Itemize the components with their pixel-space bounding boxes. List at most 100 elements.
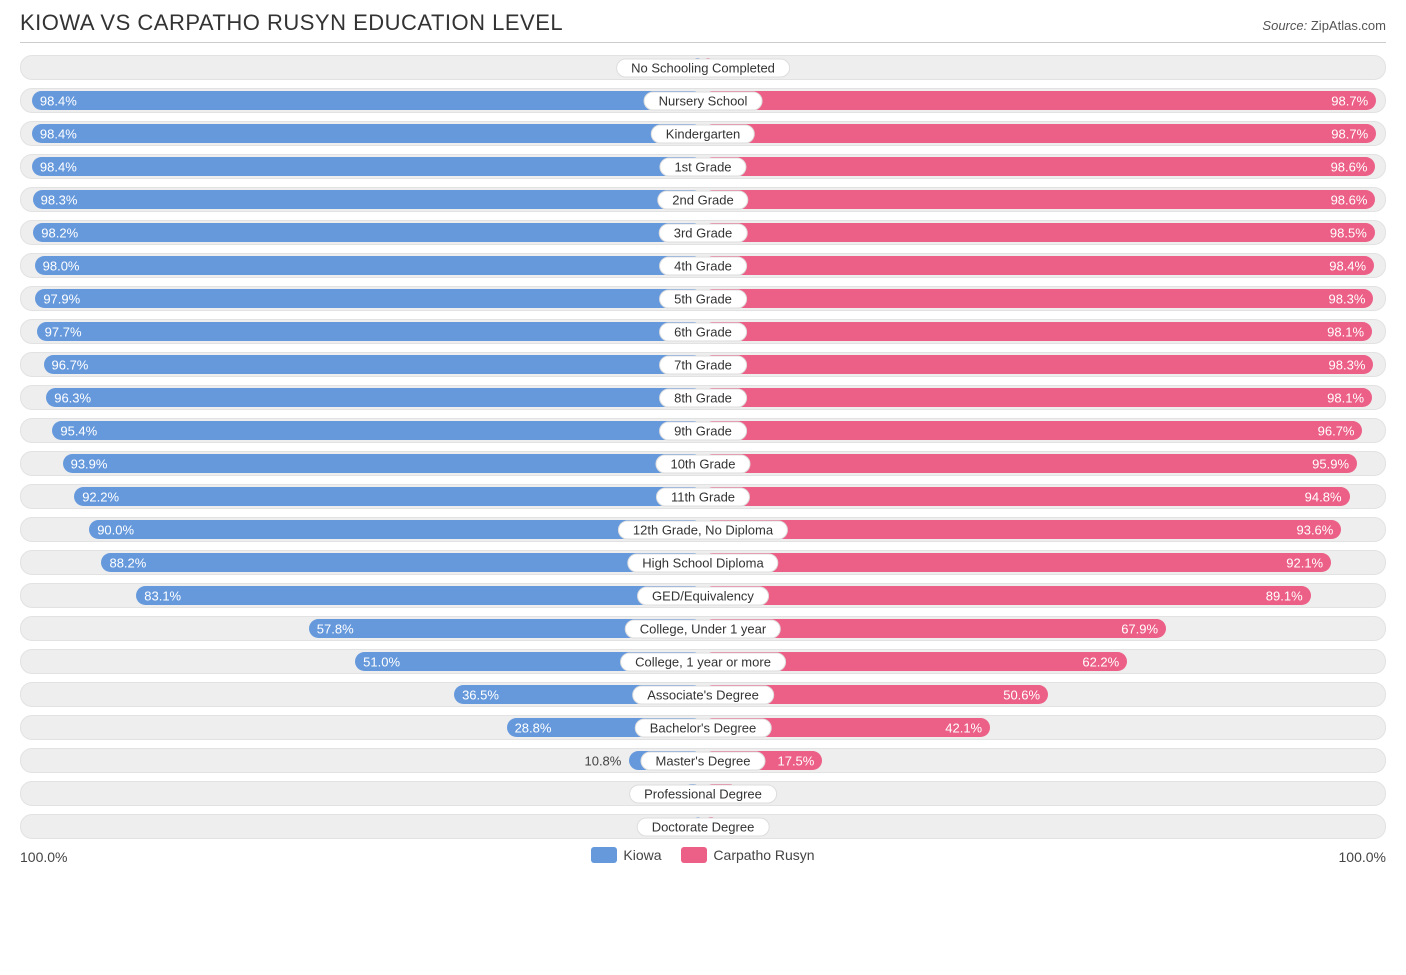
- category-label: Master's Degree: [641, 751, 766, 770]
- value-right: 98.3%: [1329, 357, 1374, 372]
- value-left: 36.5%: [454, 687, 499, 702]
- value-left: 51.0%: [355, 654, 400, 669]
- bar-right: [703, 586, 1311, 605]
- chart-row: 51.0%62.2%College, 1 year or more: [20, 649, 1386, 674]
- chart-row: 93.9%95.9%10th Grade: [20, 451, 1386, 476]
- bar-left: [46, 388, 703, 407]
- bar-right: [703, 322, 1372, 341]
- chart-row: 96.7% 98.3% 7th Grade: [20, 352, 1386, 377]
- value-right: 98.4%: [1329, 258, 1374, 273]
- bar-left: [35, 289, 703, 308]
- bar-right: [703, 487, 1350, 506]
- chart-row: 97.9% 98.3% 5th Grade: [20, 286, 1386, 311]
- bar-left: [32, 157, 703, 176]
- legend-carpatho-rusyn-label: Carpatho Rusyn: [713, 847, 814, 863]
- swatch-kiowa: [591, 847, 617, 863]
- value-right: 92.1%: [1286, 555, 1331, 570]
- chart-footer: 100.0% Kiowa Carpatho Rusyn 100.0%: [20, 847, 1386, 866]
- value-left: 96.7%: [44, 357, 89, 372]
- value-left: 96.3%: [46, 390, 91, 405]
- value-left: 97.9%: [35, 291, 80, 306]
- chart-row: 90.0%93.6%12th Grade, No Diploma: [20, 517, 1386, 542]
- chart-row: 3.1%5.3%Professional Degree: [20, 781, 1386, 806]
- value-right: 98.6%: [1331, 159, 1376, 174]
- chart-row: 1.6%1.4%No Schooling Completed: [20, 55, 1386, 80]
- value-left: 97.7%: [37, 324, 82, 339]
- value-right: 67.9%: [1121, 621, 1166, 636]
- value-left: 28.8%: [507, 720, 552, 735]
- chart-row: 95.4%96.7%9th Grade: [20, 418, 1386, 443]
- category-label: No Schooling Completed: [616, 58, 790, 77]
- bar-left: [32, 124, 703, 143]
- category-label: College, 1 year or more: [620, 652, 786, 671]
- chart-row: 98.4%98.6%1st Grade: [20, 154, 1386, 179]
- value-left: 90.0%: [89, 522, 134, 537]
- value-left: 98.2%: [33, 225, 78, 240]
- bar-right: [703, 520, 1341, 539]
- source-name: ZipAtlas.com: [1311, 18, 1386, 33]
- value-right: 98.3%: [1329, 291, 1374, 306]
- value-left: 98.4%: [32, 126, 77, 141]
- axis-left-label: 100.0%: [20, 849, 67, 865]
- chart-row: 10.8%17.5%Master's Degree: [20, 748, 1386, 773]
- value-left: 98.4%: [32, 159, 77, 174]
- legend-carpatho-rusyn: Carpatho Rusyn: [681, 847, 814, 863]
- value-right: 93.6%: [1296, 522, 1341, 537]
- bar-right: [703, 289, 1373, 308]
- diverging-bar-chart: 1.6%1.4%No Schooling Completed 98.4% 98.7%…: [20, 55, 1386, 839]
- category-label: College, Under 1 year: [625, 619, 781, 638]
- bar-left: [35, 256, 703, 275]
- value-left: 98.3%: [33, 192, 78, 207]
- category-label: 11th Grade: [656, 487, 750, 506]
- category-label: Bachelor's Degree: [635, 718, 772, 737]
- category-label: 9th Grade: [659, 421, 747, 440]
- value-left: 92.2%: [74, 489, 119, 504]
- bar-left: [37, 322, 703, 341]
- value-right: 98.7%: [1331, 93, 1376, 108]
- bar-left: [101, 553, 703, 572]
- legend-kiowa: Kiowa: [591, 847, 661, 863]
- value-right: 89.1%: [1266, 588, 1311, 603]
- bar-left: [44, 355, 703, 374]
- chart-source: Source: ZipAtlas.com: [1262, 18, 1386, 33]
- chart-row: 92.2% 94.8% 11th Grade: [20, 484, 1386, 509]
- bar-right: [703, 553, 1331, 572]
- bar-left: [136, 586, 703, 605]
- legend-kiowa-label: Kiowa: [623, 847, 661, 863]
- bar-left: [74, 487, 703, 506]
- source-prefix: Source:: [1262, 18, 1307, 33]
- chart-row: 98.2%98.5%3rd Grade: [20, 220, 1386, 245]
- category-label: 10th Grade: [655, 454, 750, 473]
- chart-legend: Kiowa Carpatho Rusyn: [67, 847, 1338, 866]
- bar-left: [52, 421, 703, 440]
- chart-header: KIOWA VS CARPATHO RUSYN EDUCATION LEVEL …: [20, 10, 1386, 43]
- chart-row: 98.4%98.7%Nursery School: [20, 88, 1386, 113]
- category-label: 4th Grade: [659, 256, 747, 275]
- axis-right-label: 100.0%: [1339, 849, 1386, 865]
- chart-row: 57.8% 67.9% College, Under 1 year: [20, 616, 1386, 641]
- value-right: 94.8%: [1305, 489, 1350, 504]
- bar-right: [703, 124, 1376, 143]
- bar-left: [89, 520, 703, 539]
- value-right: 42.1%: [945, 720, 990, 735]
- value-left: 93.9%: [63, 456, 108, 471]
- bar-right: [703, 388, 1372, 407]
- bar-right: [703, 355, 1373, 374]
- chart-row: 98.0% 98.4% 4th Grade: [20, 253, 1386, 278]
- bar-right: [703, 91, 1376, 110]
- value-left: 98.0%: [35, 258, 80, 273]
- value-left: 57.8%: [309, 621, 354, 636]
- value-left: 98.4%: [32, 93, 77, 108]
- bar-left: [32, 91, 703, 110]
- bar-right: [703, 223, 1375, 242]
- category-label: 5th Grade: [659, 289, 747, 308]
- category-label: Professional Degree: [629, 784, 777, 803]
- value-right: 17.5%: [777, 753, 822, 768]
- chart-row: 96.3%98.1%8th Grade: [20, 385, 1386, 410]
- category-label: 7th Grade: [659, 355, 747, 374]
- value-left: 83.1%: [136, 588, 181, 603]
- category-label: 6th Grade: [659, 322, 747, 341]
- category-label: Kindergarten: [651, 124, 755, 143]
- value-right: 98.5%: [1330, 225, 1375, 240]
- bar-left: [63, 454, 703, 473]
